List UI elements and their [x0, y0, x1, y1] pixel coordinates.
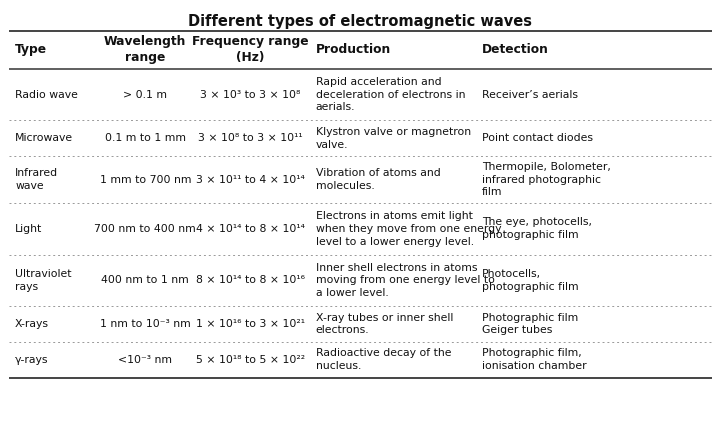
Text: Wavelength
range: Wavelength range — [104, 35, 187, 64]
Text: > 0.1 m: > 0.1 m — [123, 90, 167, 99]
Text: The eye, photocells,
photographic film: The eye, photocells, photographic film — [482, 218, 592, 240]
Text: Photographic film
Geiger tubes: Photographic film Geiger tubes — [482, 313, 578, 335]
Text: Klystron valve or magnetron
valve.: Klystron valve or magnetron valve. — [316, 127, 471, 150]
Text: Point contact diodes: Point contact diodes — [482, 133, 593, 143]
Text: γ-rays: γ-rays — [15, 355, 48, 364]
Text: Production: Production — [316, 43, 391, 56]
Text: Rapid acceleration and
deceleration of electrons in
aerials.: Rapid acceleration and deceleration of e… — [316, 77, 465, 112]
Text: Frequency range
(Hz): Frequency range (Hz) — [193, 35, 309, 64]
Text: Inner shell electrons in atoms
moving from one energy level to
a lower level.: Inner shell electrons in atoms moving fr… — [316, 262, 495, 298]
Text: 1 mm to 700 nm: 1 mm to 700 nm — [99, 175, 191, 184]
Text: 400 nm to 1 nm: 400 nm to 1 nm — [102, 276, 189, 285]
Text: Light: Light — [15, 224, 43, 234]
Text: 5 × 10¹⁸ to 5 × 10²²: 5 × 10¹⁸ to 5 × 10²² — [196, 355, 305, 364]
Text: Different types of electromagnetic waves: Different types of electromagnetic waves — [188, 14, 533, 29]
Text: Infrared
wave: Infrared wave — [15, 168, 58, 191]
Text: Receiver’s aerials: Receiver’s aerials — [482, 90, 578, 99]
Text: 4 × 10¹⁴ to 8 × 10¹⁴: 4 × 10¹⁴ to 8 × 10¹⁴ — [196, 224, 305, 234]
Text: Ultraviolet
rays: Ultraviolet rays — [15, 269, 71, 292]
Text: Photocells,
photographic film: Photocells, photographic film — [482, 269, 578, 292]
Text: 3 × 10³ to 3 × 10⁸: 3 × 10³ to 3 × 10⁸ — [200, 90, 301, 99]
Text: Type: Type — [15, 43, 48, 56]
Text: Photographic film,
ionisation chamber: Photographic film, ionisation chamber — [482, 348, 586, 371]
Text: Thermopile, Bolometer,
infrared photographic
film: Thermopile, Bolometer, infrared photogra… — [482, 162, 611, 198]
Text: 0.1 m to 1 mm: 0.1 m to 1 mm — [105, 133, 186, 143]
Text: 1 nm to 10⁻³ nm: 1 nm to 10⁻³ nm — [100, 319, 190, 329]
Text: 3 × 10⁸ to 3 × 10¹¹: 3 × 10⁸ to 3 × 10¹¹ — [198, 133, 303, 143]
Text: Vibration of atoms and
molecules.: Vibration of atoms and molecules. — [316, 168, 441, 191]
Text: Microwave: Microwave — [15, 133, 74, 143]
Text: Radioactive decay of the
nucleus.: Radioactive decay of the nucleus. — [316, 348, 451, 371]
Text: <10⁻³ nm: <10⁻³ nm — [118, 355, 172, 364]
Text: 700 nm to 400 nm: 700 nm to 400 nm — [94, 224, 196, 234]
Text: Detection: Detection — [482, 43, 549, 56]
Text: 3 × 10¹¹ to 4 × 10¹⁴: 3 × 10¹¹ to 4 × 10¹⁴ — [196, 175, 305, 184]
Text: 8 × 10¹⁴ to 8 × 10¹⁶: 8 × 10¹⁴ to 8 × 10¹⁶ — [196, 276, 305, 285]
Text: Electrons in atoms emit light
when they move from one energy
level to a lower en: Electrons in atoms emit light when they … — [316, 211, 501, 247]
Text: 1 × 10¹⁶ to 3 × 10²¹: 1 × 10¹⁶ to 3 × 10²¹ — [196, 319, 305, 329]
Text: Radio wave: Radio wave — [15, 90, 78, 99]
Text: X-rays: X-rays — [15, 319, 49, 329]
Text: X-ray tubes or inner shell
electrons.: X-ray tubes or inner shell electrons. — [316, 313, 454, 335]
